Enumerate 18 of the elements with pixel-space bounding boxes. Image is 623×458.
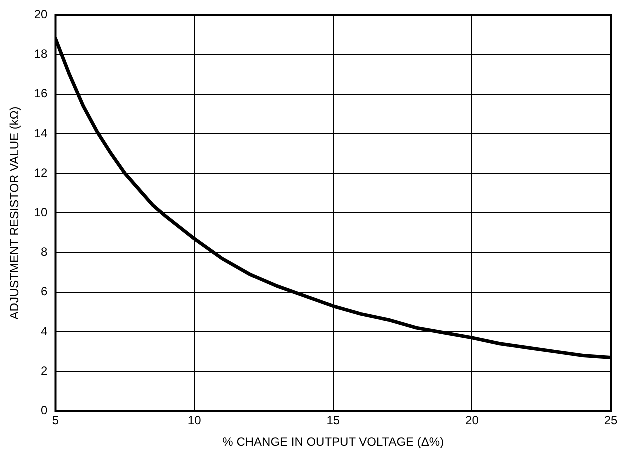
- x-tick-label: 10: [188, 414, 202, 428]
- y-tick-label: 12: [34, 166, 48, 180]
- y-tick-label: 18: [34, 47, 48, 62]
- y-tick-label: 10: [34, 206, 48, 220]
- y-tick-label: 8: [41, 245, 48, 260]
- y-tick-label: 4: [41, 324, 48, 338]
- y-tick-label: 2: [41, 364, 48, 378]
- x-tick-label: 15: [326, 414, 340, 428]
- y-tick-label: 20: [34, 8, 48, 22]
- x-tick-label: 20: [466, 414, 480, 428]
- y-axis-title: ADJUSTMENT RESISTOR VALUE (kΩ): [8, 106, 22, 320]
- y-tick-label: 6: [41, 284, 48, 299]
- y-tick-label: 16: [34, 86, 48, 101]
- x-tick-label: 5: [52, 414, 60, 428]
- y-tick-label: 14: [34, 126, 48, 140]
- x-tick-label: 25: [604, 414, 618, 428]
- y-tick-label: 0: [41, 404, 48, 418]
- x-axis-title: % CHANGE IN OUTPUT VOLTAGE (Δ%): [222, 435, 444, 450]
